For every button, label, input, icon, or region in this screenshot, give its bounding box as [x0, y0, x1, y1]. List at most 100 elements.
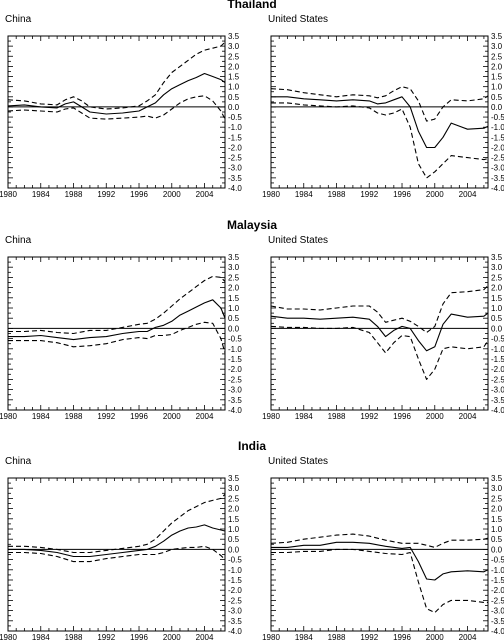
y-tick-label: 0.0 — [228, 103, 240, 112]
panel-title: China — [5, 14, 32, 25]
y-tick-label: -4.0 — [228, 184, 242, 193]
y-tick-label: -1.5 — [228, 133, 242, 142]
y-tick-label: -3.5 — [228, 174, 242, 183]
y-tick-label: 1.5 — [228, 515, 240, 524]
y-tick-label: -3.5 — [491, 396, 504, 405]
confidence-band-line — [8, 275, 226, 335]
y-tick-label: -2.5 — [491, 375, 504, 384]
x-tick-label: 1988 — [65, 412, 83, 421]
y-tick-label: 3.5 — [491, 474, 503, 483]
y-tick-label: 3.5 — [228, 32, 240, 41]
panel-title: United States — [268, 14, 328, 25]
y-tick-label: -1.0 — [228, 345, 242, 354]
y-tick-label: -2.5 — [228, 375, 242, 384]
x-tick-label: 1996 — [393, 633, 411, 641]
y-tick-label: 0.0 — [228, 545, 240, 554]
y-tick-label: -2.0 — [228, 143, 242, 152]
confidence-band-line — [270, 285, 489, 334]
y-tick-label: 2.0 — [228, 284, 240, 293]
y-tick-label: -1.0 — [228, 566, 242, 575]
y-tick-label: 3.5 — [491, 32, 503, 41]
y-tick-label: 3.5 — [491, 253, 503, 262]
y-tick-label: -2.0 — [228, 365, 242, 374]
y-tick-label: -3.5 — [228, 617, 242, 626]
y-tick-label: 2.0 — [228, 505, 240, 514]
y-tick-label: 2.5 — [228, 52, 240, 61]
x-tick-label: 2000 — [163, 633, 181, 641]
y-tick-label: 1.5 — [228, 73, 240, 82]
y-tick-label: 0.5 — [228, 314, 240, 323]
y-tick-label: -3.0 — [228, 607, 242, 616]
chart-panel: United States 1980 1984 1988 1992 1996 2000 200… — [262, 235, 504, 421]
confidence-band-line — [7, 95, 226, 120]
x-tick-label: 2000 — [163, 190, 181, 199]
estimate-line — [7, 72, 226, 115]
x-tick-label: 1988 — [328, 633, 346, 641]
panel-title: United States — [268, 456, 328, 467]
y-tick-label: 3.5 — [228, 253, 240, 262]
plot-frame — [7, 35, 226, 189]
panel-title: China — [5, 235, 32, 246]
y-tick-label: 1.5 — [491, 515, 503, 524]
y-tick-label: 0.0 — [491, 545, 503, 554]
y-tick-label: -3.0 — [228, 164, 242, 173]
y-tick-label: 2.5 — [491, 52, 503, 61]
confidence-band-line — [270, 533, 489, 548]
y-tick-label: 2.0 — [491, 284, 503, 293]
confidence-band-line — [8, 493, 226, 554]
y-tick-label: -3.5 — [228, 396, 242, 405]
y-tick-label: -1.5 — [491, 576, 504, 585]
chart-panel: United States 1980 1984 1988 1992 1996 2000 200… — [262, 14, 504, 199]
x-tick-label: 1992 — [360, 633, 378, 641]
plot-frame — [270, 256, 489, 411]
confidence-band-line — [8, 545, 226, 563]
row-title: Malaysia — [227, 218, 277, 232]
y-tick-label: -1.5 — [491, 133, 504, 142]
estimate-line — [270, 312, 489, 352]
y-tick-label: -3.0 — [491, 386, 504, 395]
y-tick-label: 0.5 — [228, 535, 240, 544]
y-tick-label: -3.0 — [228, 386, 242, 395]
y-tick-label: -4.0 — [491, 184, 504, 193]
x-tick-label: 1984 — [295, 633, 313, 641]
x-tick-label: 1984 — [295, 190, 313, 199]
y-tick-label: -0.5 — [228, 556, 242, 565]
x-tick-label: 1992 — [97, 633, 115, 641]
y-tick-label: 0.0 — [491, 324, 503, 333]
x-tick-label: 1984 — [32, 190, 50, 199]
y-tick-label: 0.0 — [491, 103, 503, 112]
x-tick-label: 1988 — [65, 633, 83, 641]
y-tick-label: 1.0 — [228, 304, 240, 313]
y-tick-label: -2.5 — [228, 154, 242, 163]
y-tick-label: 1.0 — [228, 83, 240, 92]
confidence-band-line — [270, 325, 489, 380]
y-tick-label: 3.0 — [491, 263, 503, 272]
y-tick-label: 0.5 — [228, 93, 240, 102]
x-tick-label: 1988 — [328, 412, 346, 421]
y-tick-label: 0.5 — [491, 93, 503, 102]
y-tick-label: -1.0 — [491, 123, 504, 132]
y-tick-label: 0.0 — [228, 324, 240, 333]
y-tick-label: 2.0 — [491, 62, 503, 71]
confidence-band-line — [271, 548, 488, 614]
plot-frame — [270, 35, 489, 189]
y-tick-label: -2.5 — [491, 596, 504, 605]
y-tick-label: 2.5 — [491, 273, 503, 282]
x-tick-label: 2000 — [426, 190, 444, 199]
x-tick-label: 2000 — [426, 412, 444, 421]
y-tick-label: -2.0 — [228, 586, 242, 595]
y-tick-label: -1.0 — [228, 123, 242, 132]
y-tick-label: -0.5 — [491, 556, 504, 565]
x-tick-label: 2004 — [459, 412, 477, 421]
confidence-band-line — [270, 86, 489, 122]
estimate-line — [271, 541, 489, 581]
y-tick-label: -1.0 — [491, 566, 504, 575]
confidence-band-line — [271, 102, 489, 179]
estimate-line — [8, 299, 226, 341]
x-tick-label: 1992 — [97, 412, 115, 421]
x-tick-label: 1996 — [130, 412, 148, 421]
x-tick-label: 2004 — [459, 633, 477, 641]
y-tick-label: 2.5 — [228, 494, 240, 503]
x-tick-label: 2004 — [196, 633, 214, 641]
